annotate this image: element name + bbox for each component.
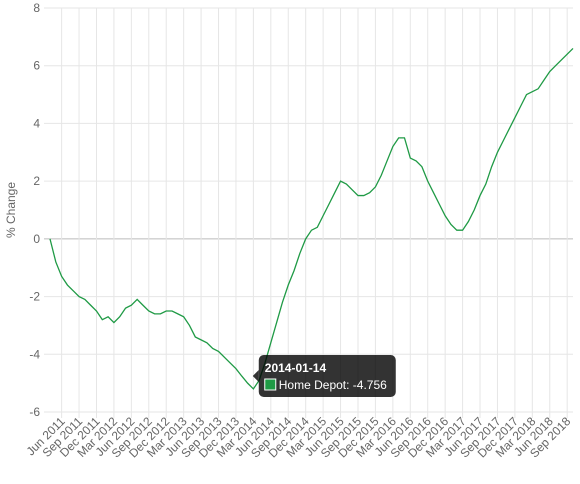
tooltip-box [258,355,396,397]
tooltip-title: 2014-01-14 [265,361,327,375]
y-tick-label: -6 [29,405,40,419]
y-tick-label: -4 [29,347,40,361]
y-tick-label: -2 [29,290,40,304]
y-tick-label: 0 [33,232,40,246]
tooltip: 2014-01-14 Home Depot: -4.756 [252,355,396,397]
y-axis-label: % Change [4,182,18,238]
y-tick-label: 2 [33,174,40,188]
tooltip-swatch [264,378,277,391]
line [49,47,574,390]
y-tick-label: 4 [33,116,40,130]
tooltip-caret [252,370,259,382]
y-tick-label: 6 [33,59,40,73]
y-tick-label: 8 [33,1,40,15]
tooltip-label: Home Depot: -4.756 [279,378,387,392]
